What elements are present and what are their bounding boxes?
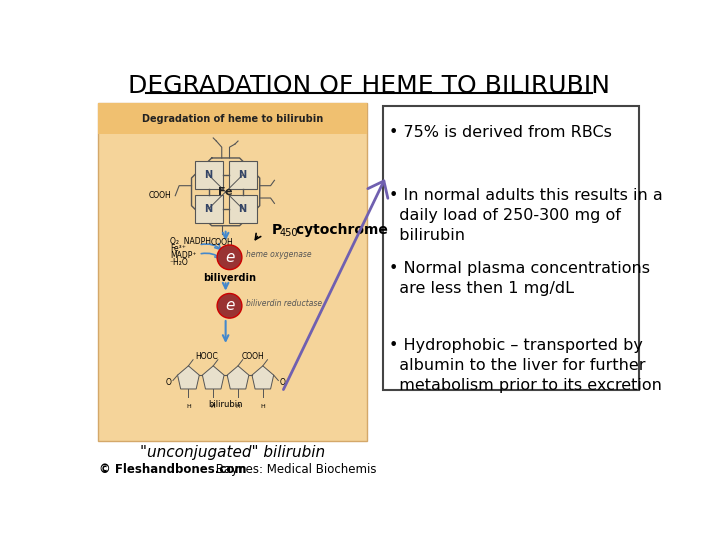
Text: COOH: COOH (148, 191, 171, 200)
Text: 450: 450 (279, 228, 297, 238)
Text: "unconjugated" bilirubin: "unconjugated" bilirubin (140, 446, 325, 461)
Circle shape (217, 245, 242, 269)
Polygon shape (178, 366, 199, 389)
Text: N: N (204, 204, 212, 214)
Text: biliverdin: biliverdin (203, 273, 256, 283)
Text: H: H (235, 404, 240, 409)
Polygon shape (252, 366, 274, 389)
Text: P: P (272, 224, 282, 238)
Text: DEGRADATION OF HEME TO BILIRUBIN: DEGRADATION OF HEME TO BILIRUBIN (128, 73, 610, 98)
Text: Degradation of heme to bilirubin: Degradation of heme to bilirubin (142, 114, 323, 124)
Text: N: N (204, 170, 212, 180)
Circle shape (217, 294, 242, 318)
FancyBboxPatch shape (98, 103, 367, 134)
Text: Fe³⁺: Fe³⁺ (170, 244, 186, 253)
Text: O: O (280, 379, 286, 387)
Text: COOH: COOH (241, 352, 264, 361)
Text: H: H (186, 404, 191, 409)
Text: N: N (238, 204, 247, 214)
Text: cytochrome: cytochrome (291, 224, 387, 238)
Polygon shape (228, 366, 249, 389)
Polygon shape (194, 195, 222, 222)
Text: • In normal adults this results in a
  daily load of 250-300 mg of
  bilirubin: • In normal adults this results in a dai… (389, 188, 663, 242)
Text: heme oxygenase: heme oxygenase (246, 251, 311, 260)
Polygon shape (202, 366, 224, 389)
Text: H: H (261, 404, 265, 409)
Text: O₂  NADPH: O₂ NADPH (170, 238, 211, 246)
Text: e: e (225, 298, 234, 313)
Text: e: e (225, 250, 234, 265)
Text: N: N (238, 170, 247, 180)
Text: H: H (211, 404, 215, 409)
Text: • 75% is derived from RBCs: • 75% is derived from RBCs (389, 125, 612, 140)
Text: COOH: COOH (210, 238, 233, 247)
Polygon shape (229, 195, 256, 222)
Text: O: O (166, 379, 171, 387)
Text: © Fleshandbones.com: © Fleshandbones.com (99, 463, 247, 476)
Text: bilirubin: bilirubin (208, 400, 243, 409)
FancyArrowPatch shape (284, 181, 388, 389)
FancyBboxPatch shape (383, 106, 639, 390)
Text: ⁻H₂O: ⁻H₂O (170, 258, 189, 267)
Text: biliverdin reductase: biliverdin reductase (246, 299, 322, 308)
Polygon shape (229, 161, 256, 189)
Text: Baynes: Medical Biochemis: Baynes: Medical Biochemis (212, 463, 376, 476)
Polygon shape (194, 161, 222, 189)
Text: Fe: Fe (218, 187, 233, 197)
Text: HOOC: HOOC (195, 352, 217, 361)
Text: MADP⁺: MADP⁺ (170, 251, 197, 260)
Text: • Hydrophobic – transported by
  albumin to the liver for further
  metabolism p: • Hydrophobic – transported by albumin t… (389, 338, 662, 393)
FancyBboxPatch shape (98, 103, 367, 441)
Text: • Normal plasma concentrations
  are less then 1 mg/dL: • Normal plasma concentrations are less … (389, 261, 650, 296)
